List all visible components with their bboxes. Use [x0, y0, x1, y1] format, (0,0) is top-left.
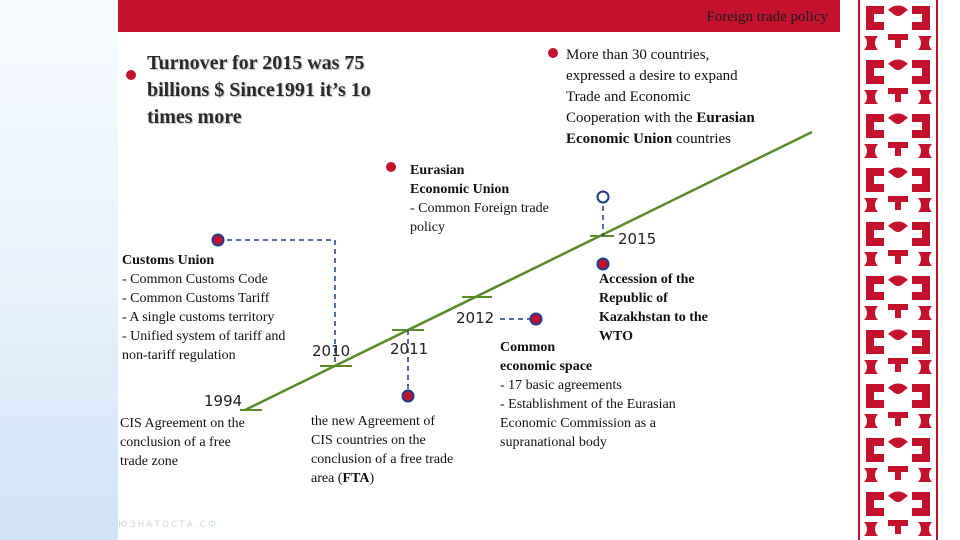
countries-text: More than 30 countries, expressed a desi…	[566, 45, 755, 150]
turnover-line3: times more	[147, 106, 242, 128]
ces-text: Common economic space - 17 basic agreeme…	[500, 338, 676, 452]
ces-title-line1: Common	[500, 340, 556, 355]
bullet-turnover-icon	[126, 70, 136, 80]
fta-line1: the new Agreement of	[311, 414, 436, 429]
cis-line1: CIS Agreement on the	[120, 416, 245, 431]
header-bar: Foreign trade policy	[118, 0, 840, 32]
cis-line3: trade zone	[120, 454, 178, 469]
slide-title: Foreign trade policy	[706, 9, 828, 25]
customs-item: - A single customs territory	[122, 310, 275, 325]
watermark-text: ЮЗНАТОСТА.СФ	[118, 520, 218, 530]
ces-item: - 17 basic agreements	[500, 378, 622, 393]
ces-title-line2: economic space	[500, 359, 593, 374]
fta-line4: area (FTA)	[311, 471, 375, 486]
year-2010: 2010	[312, 342, 351, 360]
countries-line1: More than 30 countries,	[566, 47, 710, 63]
eeu-title-line1: Eurasian	[410, 163, 465, 178]
marker-2015-open	[596, 190, 610, 204]
countries-line2: expressed a desire to expand	[566, 68, 738, 84]
slide-canvas	[118, 0, 840, 540]
year-2012: 2012	[456, 309, 495, 327]
year-1994: 1994	[204, 392, 243, 410]
countries-line4: Cooperation with the Eurasian	[566, 110, 755, 126]
connector-customs-union	[218, 239, 336, 366]
ornament-border-icon	[858, 0, 938, 540]
marker-customs-union	[211, 233, 225, 247]
customs-item: non-tariff regulation	[122, 348, 236, 363]
wto-text: Accession of the Republic of Kazakhstan …	[599, 270, 708, 346]
countries-line5: Economic Union countries	[566, 131, 731, 147]
ces-item: supranational body	[500, 435, 607, 450]
year-2011: 2011	[390, 340, 429, 358]
eeu-item-line2: policy	[410, 220, 445, 235]
eeu-title-line2: Economic Union	[410, 182, 510, 197]
turnover-line1: Turnover for 2015 was 75	[147, 52, 365, 74]
fta-line3: conclusion of a free trade	[311, 452, 454, 467]
marker-wto	[596, 257, 610, 271]
cis-line2: conclusion of a free	[120, 435, 231, 450]
customs-item: - Common Customs Code	[122, 272, 268, 287]
customs-union-text: Customs Union - Common Customs Code - Co…	[122, 251, 285, 365]
marker-fta	[401, 389, 415, 403]
timeline-line	[244, 130, 813, 412]
left-gradient-panel	[0, 0, 118, 540]
turnover-text: Turnover for 2015 was 75 billions $ Sinc…	[147, 50, 371, 131]
year-2015: 2015	[618, 230, 657, 248]
customs-item: - Common Customs Tariff	[122, 291, 270, 306]
eeu-item-line1: - Common Foreign trade	[410, 201, 549, 216]
wto-line3: Kazakhstan to the	[599, 310, 708, 325]
bullet-eeu-icon	[386, 162, 396, 172]
customs-item: - Unified system of tariff and	[122, 329, 286, 344]
ces-item: - Establishment of the Eurasian	[500, 397, 676, 412]
wto-line1: Accession of the	[599, 272, 695, 287]
fta-line2: CIS countries on the	[311, 433, 426, 448]
fta-text: the new Agreement of CIS countries on th…	[311, 412, 453, 488]
bullet-countries-icon	[548, 48, 558, 58]
customs-title: Customs Union	[122, 253, 215, 268]
cis-agreement-text: CIS Agreement on the conclusion of a fre…	[120, 414, 245, 471]
wto-line4: WTO	[599, 329, 633, 344]
ces-item: Economic Commission as a	[500, 416, 656, 431]
marker-ces	[529, 312, 543, 326]
countries-line3: Trade and Economic	[566, 89, 691, 105]
turnover-line2: billions $ Since1991 it’s 1o	[147, 79, 371, 101]
wto-line2: Republic of	[599, 291, 668, 306]
eeu-text: Eurasian Economic Union - Common Foreign…	[410, 161, 549, 237]
